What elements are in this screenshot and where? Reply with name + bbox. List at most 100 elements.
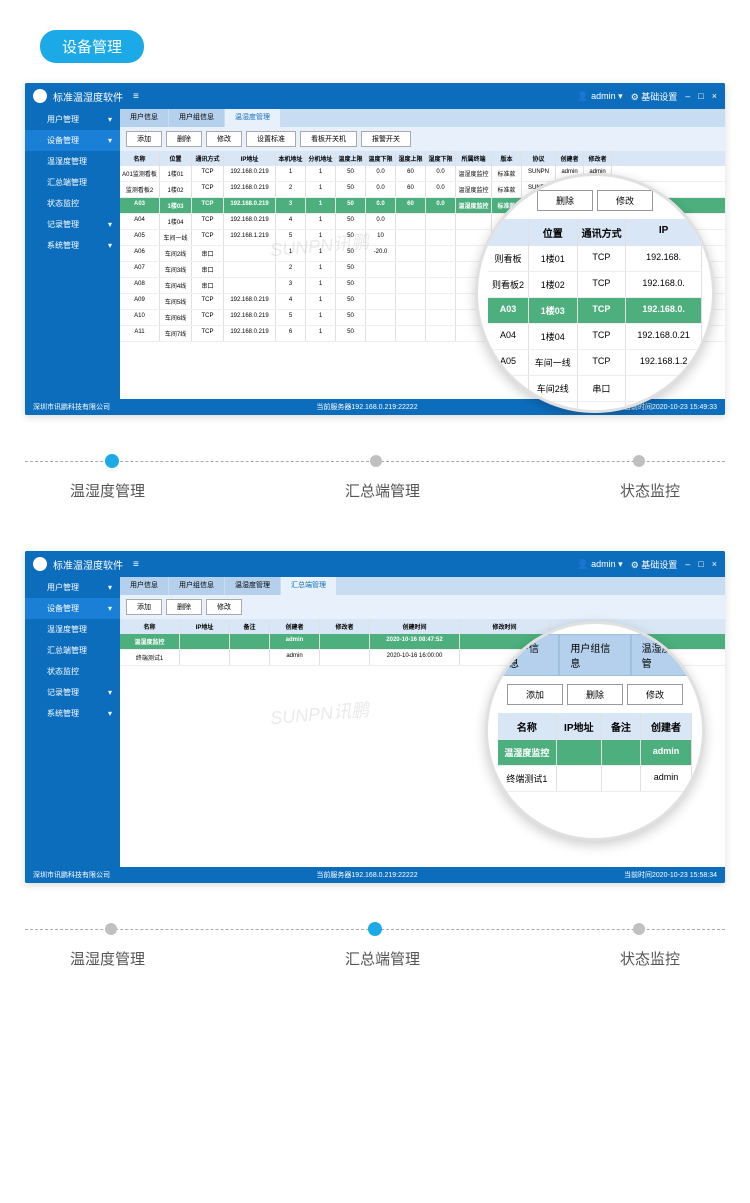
record-icon [33, 688, 43, 698]
nav-label: 汇总端管理 [345, 480, 420, 501]
sidebar-item[interactable]: 设备管理 ▾ [25, 130, 120, 151]
nav-label: 汇总端管理 [345, 948, 420, 969]
mag-row[interactable]: 终端测试1admin [498, 766, 692, 792]
sidebar-item[interactable]: 用户管理 ▾ [25, 577, 120, 598]
toolbar-button[interactable]: 修改 [206, 131, 242, 147]
sidebar-item[interactable]: 汇总端管理 [25, 640, 120, 661]
table-header: 名称位置通讯方式IP地址本机地址分机地址温度上限温度下限湿度上限湿度下限所属终端… [120, 151, 725, 166]
tab[interactable]: 温湿度管理 [225, 577, 280, 595]
toolbar: 添加删除修改 [120, 595, 725, 619]
mag-button[interactable]: 删除 [567, 684, 623, 705]
mag-button[interactable]: 删除 [537, 190, 593, 211]
min-button[interactable]: – [685, 91, 690, 101]
mag-tab[interactable]: 用户组信息 [559, 634, 630, 676]
sidebar-label: 状态监控 [47, 198, 79, 209]
tabs: 用户信息用户组信息温湿度管理汇总端管理 [120, 577, 725, 595]
record-icon [33, 220, 43, 230]
toolbar-button[interactable]: 添加 [126, 599, 162, 615]
users-icon [33, 583, 43, 593]
tab[interactable]: 温湿度管理 [225, 109, 280, 127]
nav-label: 温湿度管理 [70, 480, 145, 501]
min-button[interactable]: – [685, 559, 690, 569]
sidebar-label: 用户管理 [47, 114, 79, 125]
sidebar-label: 设备管理 [47, 135, 79, 146]
nav-dot[interactable] [368, 922, 382, 936]
app-logo-icon [33, 557, 47, 571]
mag-row[interactable]: A041楼04TCP192.168.0.21 [488, 324, 702, 350]
device-icon [33, 136, 43, 146]
sidebar-item[interactable]: 用户管理 ▾ [25, 109, 120, 130]
tab[interactable]: 用户组信息 [169, 577, 224, 595]
mag-button[interactable]: 添加 [507, 684, 563, 705]
max-button[interactable]: □ [698, 559, 703, 569]
system-icon [33, 709, 43, 719]
nav-label: 状态监控 [620, 948, 680, 969]
sidebar-label: 温湿度管理 [47, 156, 87, 167]
company-label: 深圳市讯鹏科技有限公司 [33, 402, 110, 412]
tabs: 用户信息用户组信息温湿度管理 [120, 109, 725, 127]
tab[interactable]: 用户信息 [120, 577, 168, 595]
toolbar-button[interactable]: 报警开关 [361, 131, 411, 147]
max-button[interactable]: □ [698, 91, 703, 101]
nav-dot[interactable] [633, 923, 645, 935]
sidebar-item[interactable]: 汇总端管理 [25, 172, 120, 193]
sidebar-item[interactable]: 系统管理 ▾ [25, 235, 120, 256]
tab[interactable]: 汇总端管理 [281, 577, 336, 595]
settings-button[interactable]: ⚙ 基础设置 [631, 558, 678, 571]
sidebar-label: 汇总端管理 [47, 645, 87, 656]
nav-label: 温湿度管理 [70, 948, 145, 969]
user-menu[interactable]: 👤 admin ▾ [577, 91, 622, 102]
sidebar-label: 温湿度管理 [47, 624, 87, 635]
sidebar-label: 系统管理 [47, 708, 79, 719]
mag-button[interactable]: 修改 [597, 190, 653, 211]
sidebar-label: 用户管理 [47, 582, 79, 593]
sidebar-label: 汇总端管理 [47, 177, 87, 188]
sidebar-item[interactable]: 状态监控 [25, 661, 120, 682]
tab[interactable]: 用户信息 [120, 109, 168, 127]
sidebar-item[interactable]: 设备管理 ▾ [25, 598, 120, 619]
toolbar-button[interactable]: 看板开关机 [300, 131, 357, 147]
nav-dot[interactable] [105, 923, 117, 935]
mag-button[interactable]: 修改 [627, 684, 683, 705]
sidebar-label: 记录管理 [47, 687, 79, 698]
server-label: 当前服务器192.168.0.219:22222 [316, 870, 417, 880]
users-icon [33, 115, 43, 125]
sidebar-item[interactable]: 温湿度管理 [25, 151, 120, 172]
tab[interactable]: 用户组信息 [169, 109, 224, 127]
app-window-2: 标准温湿度软件 ≡ 👤 admin ▾ ⚙ 基础设置 – □ × 用户管理 ▾设… [25, 551, 725, 883]
nav-dot[interactable] [633, 455, 645, 467]
sidebar-item[interactable]: 温湿度管理 [25, 619, 120, 640]
settings-button[interactable]: ⚙ 基础设置 [631, 90, 678, 103]
sidebar-item[interactable]: 记录管理 ▾ [25, 682, 120, 703]
nav-strip-2: 温湿度管理 汇总端管理 状态监控 [25, 923, 725, 969]
nav-dot[interactable] [370, 455, 382, 467]
sidebar-label: 状态监控 [47, 666, 79, 677]
device-icon [33, 604, 43, 614]
sidebar-item[interactable]: 状态监控 [25, 193, 120, 214]
mag-row[interactable]: 则看板1楼01TCP192.168. [488, 246, 702, 272]
company-label: 深圳市讯鹏科技有限公司 [33, 870, 110, 880]
mag-row[interactable]: A031楼03TCP192.168.0. [488, 298, 702, 324]
toolbar-button[interactable]: 修改 [206, 599, 242, 615]
nav-dot[interactable] [105, 454, 119, 468]
nav-strip-1: 温湿度管理 汇总端管理 状态监控 [25, 455, 725, 501]
sidebar-item[interactable]: 记录管理 ▾ [25, 214, 120, 235]
toolbar-button[interactable]: 删除 [166, 131, 202, 147]
mag-row[interactable]: 则看板21楼02TCP192.168.0. [488, 272, 702, 298]
section-badge: 设备管理 [40, 30, 144, 63]
close-button[interactable]: × [712, 91, 717, 101]
system-icon [33, 241, 43, 251]
toolbar-button[interactable]: 添加 [126, 131, 162, 147]
nav-label: 状态监控 [620, 480, 680, 501]
sidebar-item[interactable]: 系统管理 ▾ [25, 703, 120, 724]
toolbar-button[interactable]: 设置标准 [246, 131, 296, 147]
toolbar-button[interactable]: 删除 [166, 599, 202, 615]
titlebar: 标准温湿度软件 ≡ 👤 admin ▾ ⚙ 基础设置 – □ × [25, 83, 725, 109]
mag-row[interactable]: 温湿度监控admin [498, 740, 692, 766]
user-menu[interactable]: 👤 admin ▾ [577, 559, 622, 570]
titlebar: 标准温湿度软件 ≡ 👤 admin ▾ ⚙ 基础设置 – □ × [25, 551, 725, 577]
close-button[interactable]: × [712, 559, 717, 569]
sidebar-label: 系统管理 [47, 240, 79, 251]
magnifier-1: 删除修改 位置通讯方式IP则看板1楼01TCP192.168.则看板21楼02T… [475, 173, 715, 413]
mag-row[interactable]: A05车间一线TCP192.168.1.2 [488, 350, 702, 376]
